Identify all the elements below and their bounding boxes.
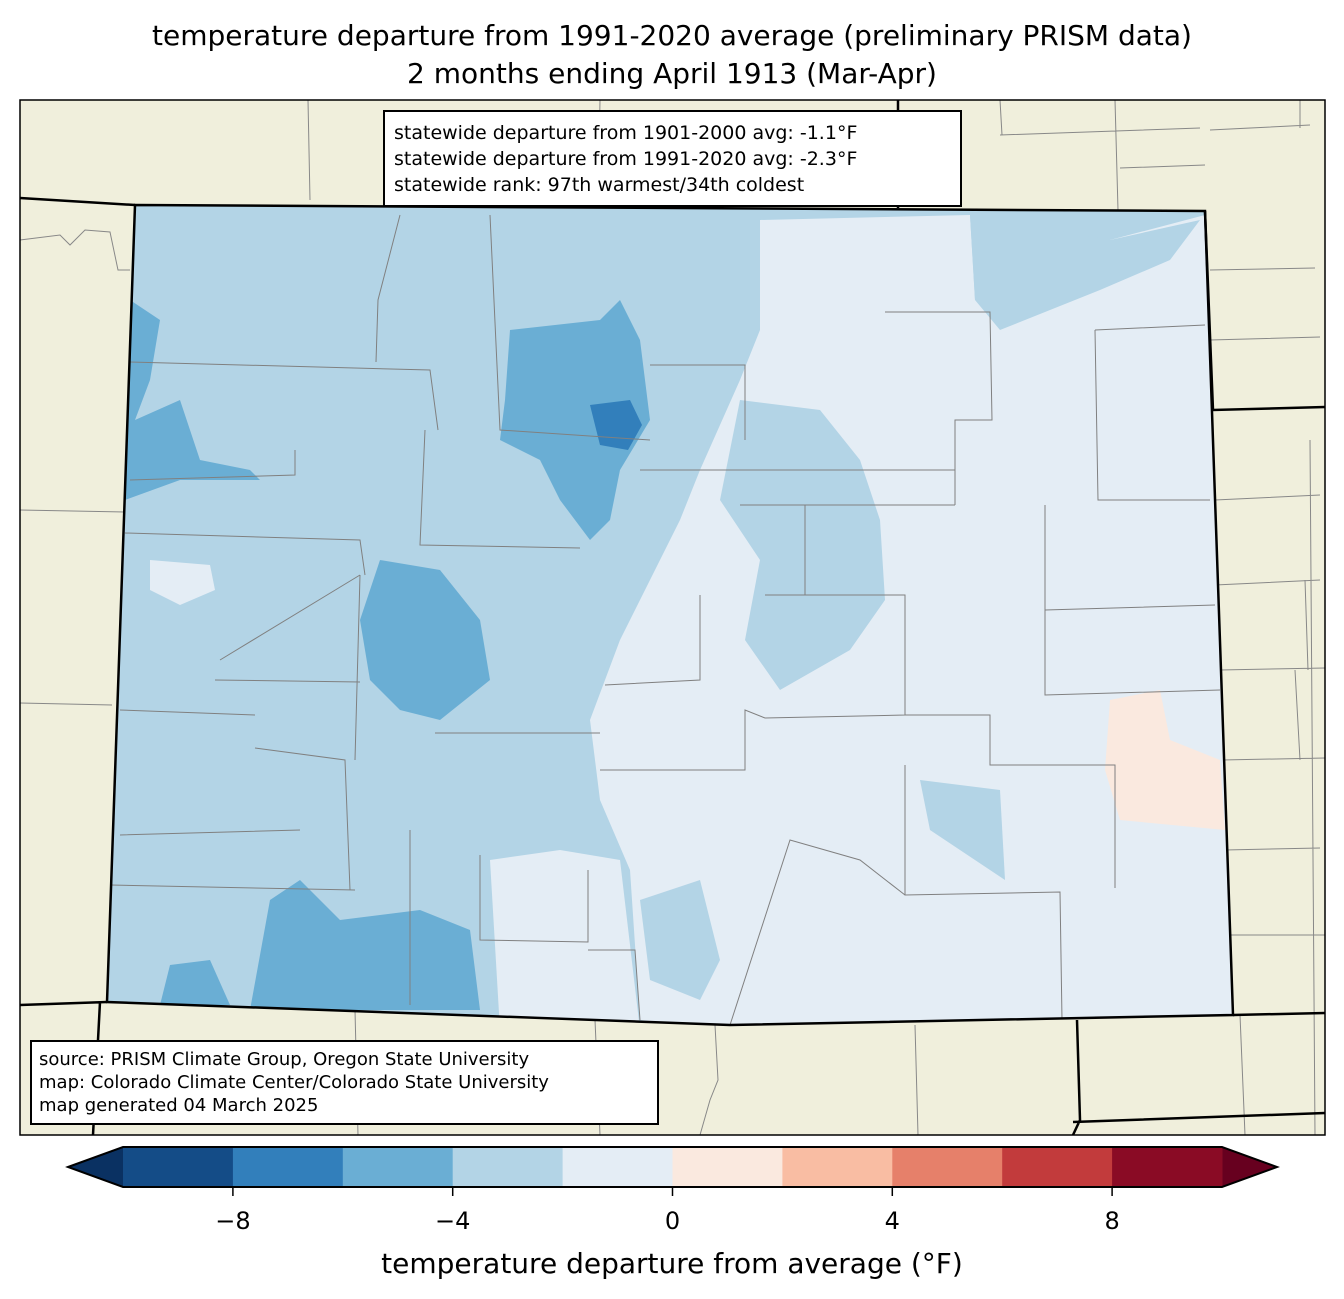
stats-line-2: statewide departure from 1991-2020 avg: … (394, 148, 857, 170)
colorbar-bin (1112, 1147, 1223, 1187)
source-line-1: source: PRISM Climate Group, Oregon Stat… (39, 1049, 529, 1070)
colorbar-tick-label: −8 (215, 1207, 250, 1235)
colorbar-tick-label: 8 (1104, 1207, 1119, 1235)
colorbar-bin (562, 1147, 673, 1187)
colorbar-bin (232, 1147, 344, 1187)
colorbar-over-arrow (1222, 1147, 1277, 1187)
title-line-1: temperature departure from 1991-2020 ave… (152, 19, 1192, 52)
colorbar-bin (123, 1147, 234, 1187)
source-line-2: map: Colorado Climate Center/Colorado St… (39, 1072, 549, 1093)
county-lines (107, 214, 1221, 1025)
colorbar-bin (452, 1147, 564, 1187)
colorbar-tick-label: −4 (435, 1207, 470, 1235)
colorbar-bin (1002, 1147, 1113, 1187)
colorbar-tick-label: 0 (665, 1207, 680, 1235)
temperature-field (107, 205, 1233, 1025)
stats-line-3: statewide rank: 97th warmest/34th coldes… (394, 174, 804, 196)
colorbar-bin (672, 1147, 783, 1187)
colorbar-bin (342, 1147, 454, 1187)
map-frame (19, 99, 1326, 1136)
colorbar-tick-label: 4 (885, 1207, 900, 1235)
source-box: source: PRISM Climate Group, Oregon Stat… (30, 1040, 659, 1125)
colorbar: −8 −4 0 4 8 (65, 1146, 1280, 1235)
source-line-3: map generated 04 March 2025 (39, 1095, 318, 1116)
colorbar-outline (65, 1146, 1280, 1188)
map: statewide departure from 1901-2000 avg: … (19, 99, 1326, 1136)
title-line-2: 2 months ending April 1913 (Mar-Apr) (407, 57, 937, 90)
stats-box: statewide departure from 1901-2000 avg: … (383, 110, 962, 207)
colorbar-bin (892, 1147, 1003, 1187)
colorbar-under-arrow (68, 1147, 123, 1187)
stats-line-1: statewide departure from 1901-2000 avg: … (394, 122, 857, 144)
colorbar-label: temperature departure from average (°F) (381, 1247, 963, 1280)
colorbar-bin (782, 1147, 893, 1187)
